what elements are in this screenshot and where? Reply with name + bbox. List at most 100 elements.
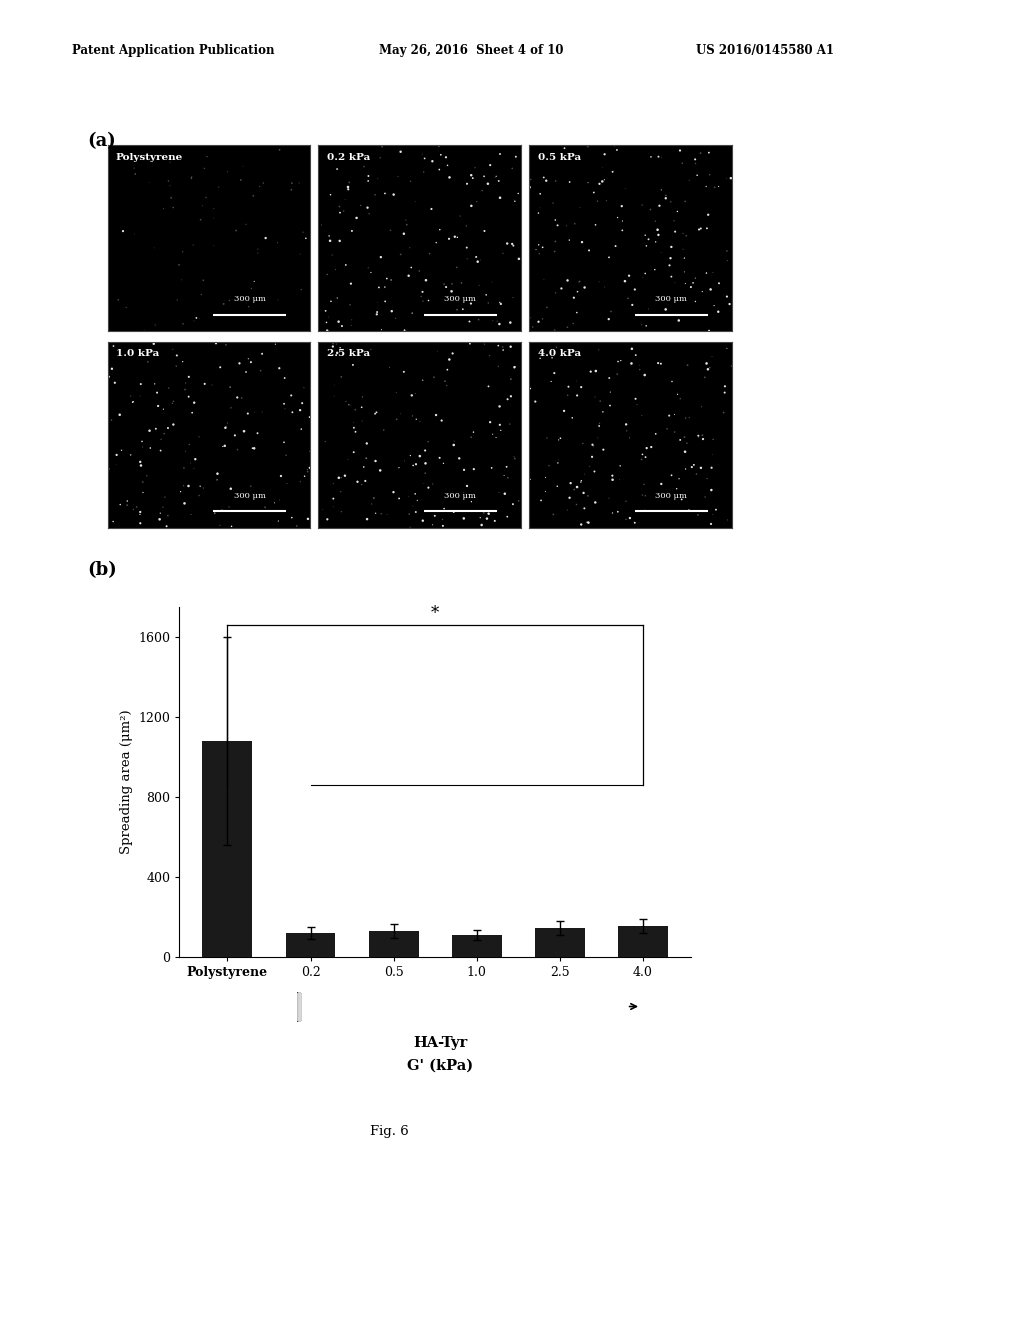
Bar — [298, 993, 300, 1019]
Point — [270, 289, 287, 310]
Point — [416, 161, 432, 182]
Bar — [297, 993, 299, 1019]
Point — [571, 271, 588, 292]
Point — [548, 337, 564, 358]
Point — [424, 150, 440, 172]
Bar — [298, 993, 300, 1019]
Point — [141, 420, 158, 441]
Point — [319, 508, 336, 529]
Point — [531, 347, 548, 368]
Point — [206, 207, 222, 228]
Bar — [298, 993, 300, 1019]
Point — [207, 503, 223, 524]
Point — [160, 170, 176, 191]
Point — [409, 490, 425, 511]
Point — [490, 356, 507, 378]
Text: 300 μm: 300 μm — [655, 492, 687, 500]
Point — [624, 294, 640, 315]
Point — [156, 198, 172, 219]
Point — [360, 165, 377, 186]
Bar — [297, 993, 299, 1019]
Bar — [297, 993, 299, 1019]
Point — [535, 236, 551, 257]
Bar — [298, 993, 299, 1019]
Point — [524, 317, 541, 338]
Point — [653, 474, 670, 495]
Point — [468, 247, 484, 268]
Point — [413, 286, 429, 308]
Point — [438, 375, 455, 396]
Point — [99, 345, 116, 366]
Point — [670, 384, 686, 405]
Point — [395, 223, 412, 244]
Point — [370, 168, 386, 189]
Point — [443, 273, 460, 294]
Point — [573, 513, 590, 535]
Point — [653, 242, 670, 263]
Point — [103, 409, 120, 430]
Bar — [203, 741, 252, 957]
Point — [591, 413, 607, 434]
Point — [174, 351, 190, 372]
Point — [310, 235, 327, 256]
Point — [284, 173, 300, 194]
Point — [395, 362, 412, 383]
Text: (a): (a) — [87, 132, 116, 150]
Point — [505, 494, 521, 515]
Bar — [297, 993, 299, 1019]
Point — [604, 465, 621, 486]
Bar — [298, 993, 300, 1019]
Point — [323, 290, 339, 312]
Point — [666, 210, 682, 231]
Point — [562, 473, 579, 494]
Point — [221, 290, 238, 312]
Point — [300, 508, 316, 529]
Point — [503, 337, 519, 358]
Point — [326, 496, 342, 517]
Bar — [297, 993, 299, 1019]
Point — [354, 411, 371, 432]
Point — [254, 401, 270, 422]
Point — [408, 502, 424, 523]
Point — [616, 271, 633, 292]
Point — [450, 227, 466, 248]
Point — [484, 310, 501, 331]
Point — [653, 180, 670, 201]
Point — [657, 187, 674, 209]
Point — [385, 183, 401, 205]
Point — [175, 475, 191, 496]
Point — [358, 508, 375, 529]
Point — [126, 223, 142, 244]
Bar — [298, 993, 299, 1019]
Bar — [297, 993, 299, 1019]
Bar — [298, 993, 299, 1019]
Bar — [298, 993, 300, 1019]
Point — [404, 302, 421, 323]
Point — [602, 381, 618, 403]
Point — [266, 492, 283, 513]
Bar — [298, 993, 299, 1019]
Point — [597, 276, 613, 297]
Point — [692, 218, 709, 239]
Point — [649, 219, 666, 240]
Point — [617, 491, 634, 512]
Point — [360, 203, 377, 224]
Point — [701, 164, 718, 185]
Point — [283, 385, 299, 407]
Point — [118, 297, 134, 318]
Point — [634, 194, 650, 215]
Point — [545, 504, 561, 525]
Bar — [298, 993, 299, 1019]
Bar — [297, 993, 299, 1019]
Point — [699, 359, 716, 380]
Bar — [297, 993, 299, 1019]
Point — [568, 302, 585, 323]
Bar — [297, 993, 299, 1019]
Point — [407, 191, 423, 213]
Point — [119, 495, 135, 516]
Point — [212, 515, 228, 536]
Point — [723, 168, 739, 189]
Point — [276, 367, 293, 388]
Point — [299, 459, 315, 480]
Point — [222, 376, 239, 397]
